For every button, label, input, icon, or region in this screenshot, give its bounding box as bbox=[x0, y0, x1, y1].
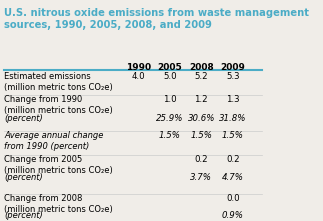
Text: 4.0: 4.0 bbox=[131, 72, 145, 81]
Text: 5.0: 5.0 bbox=[163, 72, 177, 81]
Text: 0.2: 0.2 bbox=[226, 155, 240, 164]
Text: Change from 1990
(million metric tons CO₂e): Change from 1990 (million metric tons CO… bbox=[4, 95, 113, 115]
Text: 1.5%: 1.5% bbox=[222, 131, 244, 140]
Text: 1.3: 1.3 bbox=[226, 95, 240, 104]
Text: 5.3: 5.3 bbox=[226, 72, 240, 81]
Text: 25.9%: 25.9% bbox=[156, 114, 183, 123]
Text: 0.0: 0.0 bbox=[226, 194, 240, 203]
Text: Average annual change
from 1990 (percent): Average annual change from 1990 (percent… bbox=[4, 131, 103, 151]
Text: 0.9%: 0.9% bbox=[222, 211, 244, 220]
Text: 1.0: 1.0 bbox=[163, 95, 177, 104]
Text: (percent): (percent) bbox=[4, 114, 43, 123]
Text: 1.2: 1.2 bbox=[194, 95, 208, 104]
Text: 0.2: 0.2 bbox=[194, 155, 208, 164]
Text: 2009: 2009 bbox=[220, 63, 245, 72]
Text: 3.7%: 3.7% bbox=[190, 173, 212, 182]
Text: 5.2: 5.2 bbox=[194, 72, 208, 81]
Text: U.S. nitrous oxide emissions from waste management
sources, 1990, 2005, 2008, an: U.S. nitrous oxide emissions from waste … bbox=[4, 8, 309, 30]
Text: (percent): (percent) bbox=[4, 211, 43, 220]
Text: 2005: 2005 bbox=[157, 63, 182, 72]
Text: 2008: 2008 bbox=[189, 63, 214, 72]
Text: 1990: 1990 bbox=[126, 63, 151, 72]
Text: 1.5%: 1.5% bbox=[159, 131, 181, 140]
Text: (percent): (percent) bbox=[4, 173, 43, 182]
Text: 4.7%: 4.7% bbox=[222, 173, 244, 182]
Text: Change from 2008
(million metric tons CO₂e): Change from 2008 (million metric tons CO… bbox=[4, 194, 113, 214]
Text: Estimated emissions
(million metric tons CO₂e): Estimated emissions (million metric tons… bbox=[4, 72, 113, 93]
Text: 1.5%: 1.5% bbox=[190, 131, 212, 140]
Text: 30.6%: 30.6% bbox=[188, 114, 215, 123]
Text: 31.8%: 31.8% bbox=[219, 114, 247, 123]
Text: Change from 2005
(million metric tons CO₂e): Change from 2005 (million metric tons CO… bbox=[4, 155, 113, 175]
